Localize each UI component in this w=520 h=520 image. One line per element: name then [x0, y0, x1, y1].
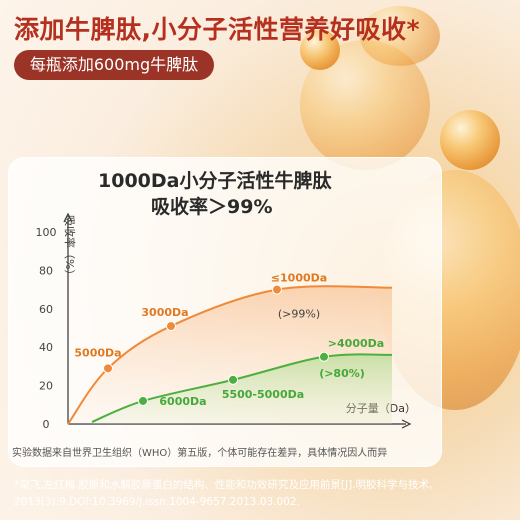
data-label: 5500-5000Da	[222, 388, 304, 401]
chart-title: 1000Da小分子活性牛脾肽 吸收率＞99%	[98, 168, 398, 220]
chart-title-line1: 1000Da小分子活性牛脾肽	[98, 170, 332, 192]
data-label: 3000Da	[141, 306, 188, 319]
data-annotation: (>80%)	[319, 367, 365, 380]
data-source-note: 实验数据来自世界卫生组织（WHO）第五版，个体可能存在差异，具体情况因人而异	[12, 448, 388, 459]
series-green-point	[319, 351, 329, 362]
data-annotation: (>99%)	[278, 308, 320, 321]
y-tick-label: 100	[36, 226, 57, 239]
series-green-point	[138, 395, 148, 406]
reference-note: *梁飞,左红梅.胶原和水解胶原蛋白的结构、性能和功效研究及应用前景[J].明胶科…	[14, 477, 514, 511]
y-axis-arrow	[63, 212, 73, 223]
series-green-point	[228, 374, 238, 385]
decorative-bubble	[300, 30, 340, 70]
data-label: ≤1000Da	[271, 272, 327, 285]
y-tick-label: 60	[39, 303, 53, 316]
dosage-pill: 每瓶添加600mg牛脾肽	[14, 50, 214, 80]
series-orange-point	[272, 284, 282, 295]
x-axis-arrow	[401, 419, 412, 429]
decorative-bubble	[360, 6, 440, 66]
series-green-area	[92, 354, 392, 424]
y-tick-label: 20	[39, 380, 53, 393]
decorative-bubble	[440, 110, 500, 170]
series-orange-point	[166, 321, 176, 332]
chart-title-line2: 吸收率＞99%	[151, 196, 273, 218]
series-orange-line	[67, 285, 393, 425]
reference-line2: 2013(3):9.DOI:10.3969/j.issn.1004-9657.2…	[14, 496, 300, 508]
y-tick-label: 40	[39, 341, 53, 354]
headline: 添加牛脾肽,小分子活性营养好吸收*	[14, 15, 421, 44]
y-axis-label: 吸收率（%）	[63, 215, 77, 280]
data-label: 5000Da	[74, 346, 121, 359]
data-label: 6000Da	[159, 395, 206, 408]
data-label: >4000Da	[328, 337, 384, 350]
series-orange-point	[103, 363, 113, 374]
reference-line1: *梁飞,左红梅.胶原和水解胶原蛋白的结构、性能和功效研究及应用前景[J].明胶科…	[14, 479, 433, 491]
y-tick-label: 80	[39, 264, 53, 277]
y-tick-label: 0	[43, 418, 50, 431]
